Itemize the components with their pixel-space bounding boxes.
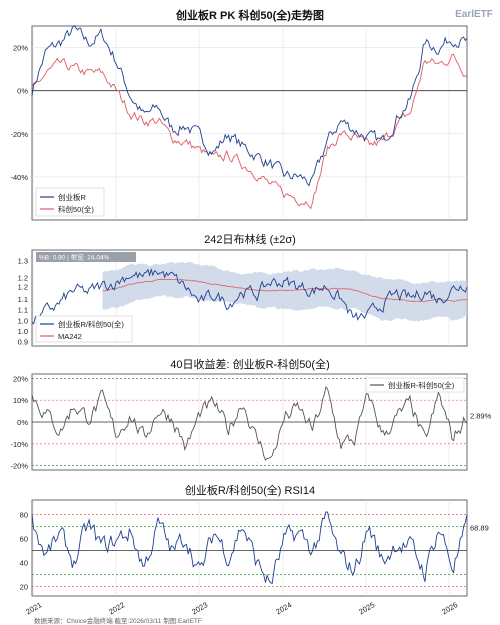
- last-value-label: 68.89: [470, 524, 489, 533]
- legend-label: 创业板R: [58, 192, 86, 202]
- legend-panel1: 创业板R 科创50(全): [35, 187, 105, 217]
- y-tick-label: 1.0: [18, 327, 28, 336]
- series-line-ma242: [102, 278, 468, 303]
- plot-frame: [31, 25, 468, 221]
- y-tick-label: 0%: [17, 87, 28, 96]
- legend-box: [35, 187, 105, 217]
- y-tick-label: 1.1: [18, 295, 28, 304]
- x-tick-label: 2021: [24, 600, 43, 616]
- panel-title: 40日收益差: 创业板R-科创50(全): [170, 357, 330, 371]
- y-tick-label: 20: [20, 582, 28, 591]
- y-tick-label: 20%: [13, 44, 28, 53]
- y-tick-label: 0%: [17, 418, 28, 427]
- legend-label: 创业板R-科创50(全): [388, 380, 455, 390]
- panel-price-comparison: 创业板R PK 科创50(全)走势图 20% 0% -20% -40% 创业板R 科创50(…: [10, 8, 468, 221]
- x-axis-years: 2021 2022 2023 2024 2025 2026: [24, 600, 459, 616]
- footer-source: 数据来源：Choice金融终端 截至:2026/03/11 制图:EarlETF: [34, 618, 202, 625]
- x-tick-label: 2022: [107, 600, 126, 616]
- legend-panel3: 创业板R-科创50(全): [365, 377, 465, 393]
- panel-bollinger: 242日布林线 (±2σ)1.31.21.21.11.11.01.00.9%B:…: [18, 232, 468, 347]
- panel-rsi: 创业板R/科创50(全) RSI14 80 60 40 20 68.89: [20, 483, 489, 597]
- y-tick-label: -20%: [10, 462, 28, 471]
- legend-label: 创业板R/科创50(全): [58, 319, 124, 329]
- last-value-label: 2.89%: [470, 411, 492, 420]
- legend-label: MA242: [58, 332, 82, 341]
- series-line-star50: [31, 53, 468, 210]
- y-tick-label: 80: [20, 510, 28, 519]
- annotation-box: [36, 252, 136, 262]
- brand-logo: EarlETF: [452, 4, 496, 22]
- panel-title: 242日布林线 (±2σ): [204, 232, 296, 246]
- y-tick-label: -20%: [10, 130, 28, 139]
- y-tick-label: -10%: [10, 440, 28, 449]
- y-tick-label: 1.1: [18, 306, 28, 315]
- series-line-chinext: [31, 25, 468, 187]
- series-line-spread: [31, 386, 468, 461]
- y-tick-label: 60: [20, 534, 28, 543]
- x-tick-label: 2024: [274, 600, 293, 616]
- y-tick-label: 1.3: [18, 257, 28, 266]
- y-tick-label: 1.2: [18, 274, 28, 283]
- x-tick-label: 2026: [440, 600, 459, 616]
- y-tick-label: 1.0: [18, 316, 28, 325]
- series-line-rsi: [31, 511, 468, 585]
- y-tick-label: 1.2: [18, 282, 28, 291]
- x-tick-label: 2023: [190, 600, 209, 616]
- y-tick-label: 40: [20, 558, 28, 567]
- panel-title: 创业板R PK 科创50(全)走势图: [175, 8, 324, 22]
- y-tick-label: 10%: [13, 396, 28, 405]
- panel-title: 创业板R/科创50(全) RSI14: [185, 483, 315, 497]
- annotation-text: %B: 0.90 | 带宽: 24.04%: [39, 253, 110, 262]
- y-tick-label: 20%: [13, 374, 28, 383]
- legend-label: 科创50(全): [58, 204, 94, 214]
- plot-frame: [31, 499, 468, 597]
- legend-box: [365, 377, 465, 393]
- series-line-ratio: [31, 268, 468, 325]
- y-tick-label: 0.9: [18, 338, 28, 347]
- y-tick-label: -40%: [10, 173, 28, 182]
- panel-return-spread: 40日收益差: 创业板R-科创50(全) 20% 10% 0% -10% -20% 2.89…: [10, 357, 491, 471]
- legend-panel2: 创业板R/科创50(全) MA242: [35, 315, 133, 343]
- legend-box: [35, 315, 133, 343]
- bollinger-band: [102, 261, 467, 322]
- x-tick-label: 2025: [357, 600, 376, 616]
- brand-text: EarlETF: [455, 9, 493, 20]
